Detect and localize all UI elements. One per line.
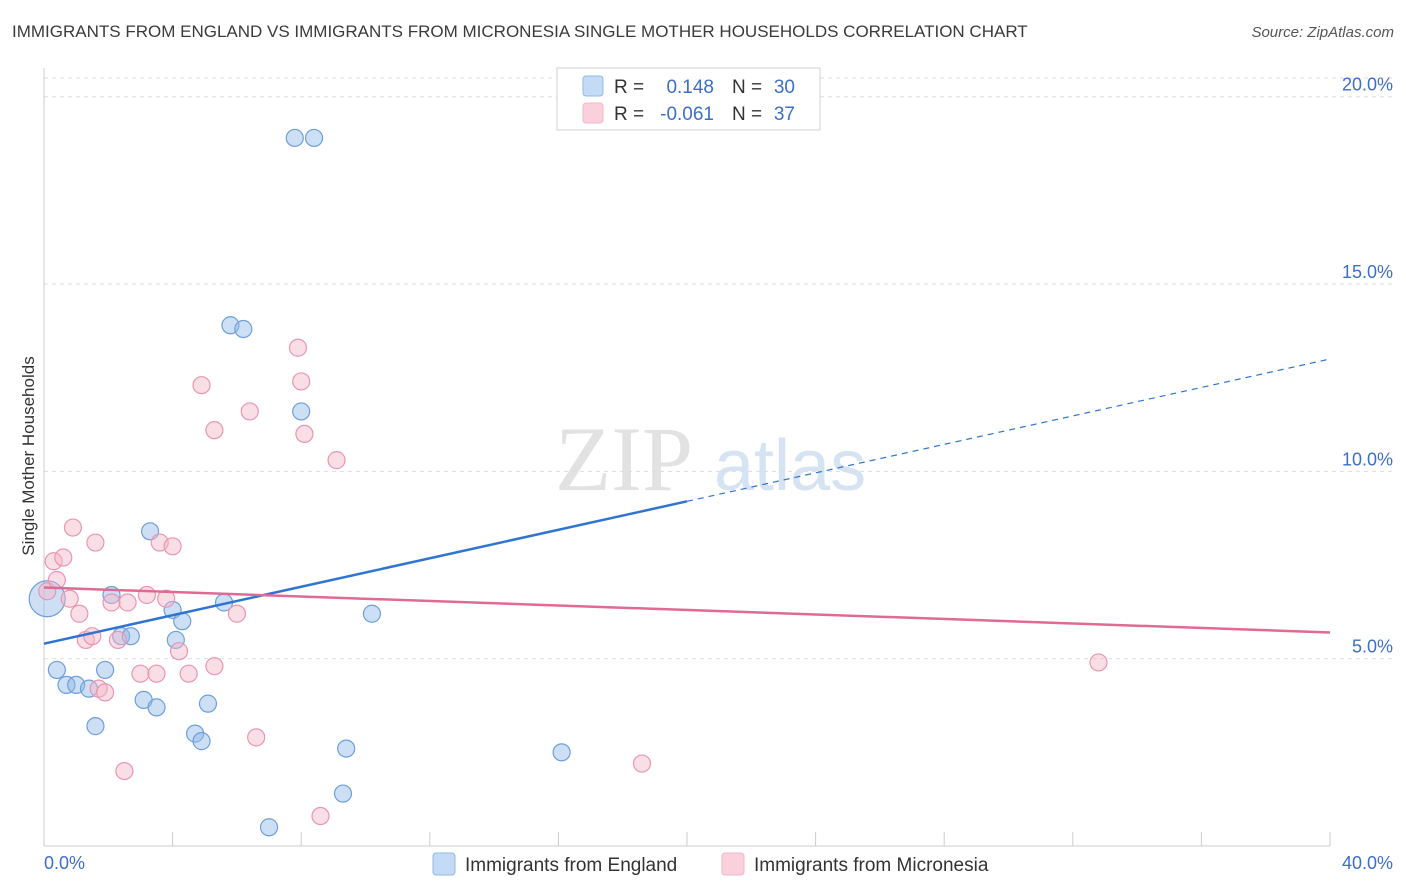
- england-point: [28, 580, 66, 618]
- micronesia-point: [44, 552, 63, 571]
- england-point: [234, 319, 253, 339]
- micronesia-point: [247, 728, 266, 747]
- legend-swatch-england: [582, 75, 604, 97]
- micronesia-point: [1089, 653, 1108, 672]
- legend-swatch-micronesia: [582, 102, 604, 124]
- england-point: [166, 630, 185, 650]
- legend-n-label-micronesia: N =: [732, 104, 762, 125]
- micronesia-point: [192, 376, 211, 395]
- england-point: [292, 402, 311, 421]
- series-micronesia-points: [38, 338, 1108, 826]
- england-point: [552, 743, 571, 762]
- y-tick-label: 15.0%: [1342, 262, 1393, 282]
- micronesia-point: [227, 604, 246, 623]
- england-point: [198, 694, 218, 713]
- england-point: [362, 604, 382, 623]
- legend-n-label-england: N =: [732, 77, 762, 98]
- legend-n-micronesia: 37: [774, 104, 795, 125]
- micronesia-point: [70, 604, 89, 623]
- legend-r-micronesia: -0.061: [660, 104, 714, 125]
- england-point: [147, 698, 166, 717]
- micronesia-point: [95, 683, 115, 702]
- micronesia-point: [108, 630, 128, 650]
- england-point: [186, 724, 205, 743]
- micronesia-point: [292, 372, 311, 391]
- micronesia-point: [169, 642, 189, 661]
- legend-r-label-micronesia: R =: [614, 104, 644, 125]
- england-point: [47, 660, 66, 680]
- micronesia-point: [47, 570, 66, 590]
- england-point: [86, 717, 105, 736]
- series-legend: Immigrants from England Immigrants from …: [432, 852, 989, 876]
- micronesia-point: [54, 548, 73, 567]
- micronesia-point: [131, 664, 150, 683]
- x-tick-label: 40.0%: [1342, 853, 1393, 873]
- x-tick-label: 0.0%: [44, 853, 85, 873]
- micronesia-trend-line: [43, 586, 1331, 634]
- micronesia-point: [102, 593, 121, 612]
- micronesia-point: [63, 518, 83, 537]
- micronesia-point: [288, 338, 308, 357]
- micronesia-point: [295, 424, 314, 444]
- micronesia-point: [327, 451, 346, 470]
- england-point: [259, 818, 279, 837]
- chart-title: IMMIGRANTS FROM ENGLAND VS IMMIGRANTS FR…: [12, 22, 1028, 41]
- y-tick-label: 10.0%: [1342, 449, 1393, 469]
- micronesia-point: [137, 585, 156, 605]
- source-label: Source: ZipAtlas.com: [1251, 24, 1394, 41]
- micronesia-point: [311, 806, 330, 826]
- watermark: ZIP atlas: [555, 408, 866, 510]
- micronesia-point: [240, 402, 259, 421]
- england-point: [333, 784, 353, 803]
- x-tick-labels: 0.0% 40.0%: [44, 853, 1393, 873]
- axes: [43, 68, 1331, 847]
- series-legend-micronesia: Immigrants from Micronesia: [754, 855, 989, 876]
- y-tick-label: 5.0%: [1352, 637, 1393, 657]
- england-point: [304, 128, 324, 148]
- micronesia-point: [205, 421, 224, 440]
- england-point: [57, 675, 76, 695]
- micronesia-point: [147, 664, 166, 683]
- micronesia-point: [205, 657, 224, 676]
- micronesia-point: [157, 589, 176, 608]
- series-legend-swatch-england: [432, 852, 456, 876]
- micronesia-point: [83, 627, 102, 646]
- micronesia-point: [179, 664, 198, 683]
- micronesia-point: [163, 537, 182, 556]
- micronesia-point: [60, 589, 79, 608]
- england-point: [95, 660, 115, 680]
- watermark-atlas: atlas: [714, 426, 866, 506]
- micronesia-point: [115, 761, 134, 781]
- y-tick-label: 20.0%: [1342, 75, 1393, 95]
- series-legend-england: Immigrants from England: [465, 855, 677, 876]
- watermark-zip: ZIP: [555, 408, 693, 510]
- england-point: [285, 128, 304, 148]
- england-point: [192, 732, 211, 751]
- micronesia-point: [118, 593, 137, 612]
- stats-legend: R = 0.148 N = 30 R = -0.061 N = 37: [556, 67, 821, 131]
- grid: [44, 77, 1392, 660]
- y-tick-labels: 5.0% 10.0% 15.0% 20.0%: [1342, 75, 1393, 657]
- y-axis-label: Single Mother Households: [19, 356, 38, 555]
- micronesia-point: [86, 533, 105, 552]
- trend-lines: [43, 358, 1331, 645]
- legend-r-england: 0.148: [666, 77, 714, 98]
- micronesia-point: [632, 754, 652, 773]
- series-legend-swatch-micronesia: [721, 852, 745, 876]
- legend-n-england: 30: [774, 77, 795, 98]
- legend-r-label-england: R =: [614, 77, 644, 98]
- series-england-points: [28, 128, 571, 837]
- england-point: [337, 739, 356, 758]
- england-trend-line: [43, 500, 688, 645]
